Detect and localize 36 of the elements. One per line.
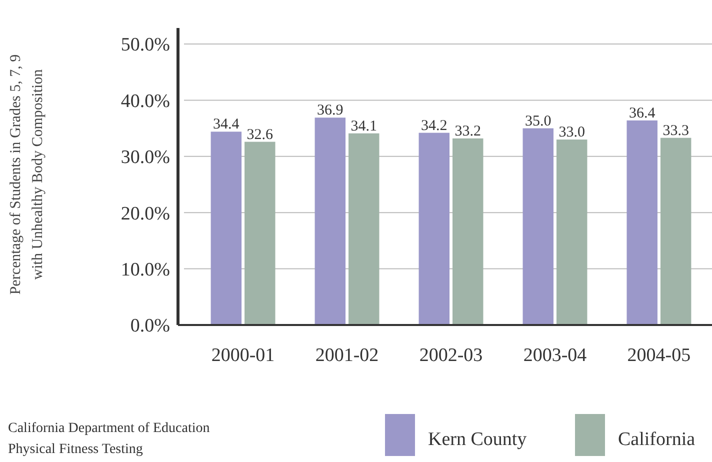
bar [556,140,588,325]
x-tick-label: 2001-02 [315,345,379,366]
bar [210,132,242,325]
data-label: 36.4 [628,105,656,122]
y-tick-label: 0.0% [130,316,170,337]
bar [418,132,450,325]
bar [626,120,658,325]
bar [314,118,346,325]
y-tick-label: 40.0% [120,90,170,112]
bar [660,138,692,325]
x-tick-label: 2004-05 [627,345,691,366]
data-label: 34.2 [421,118,448,134]
data-label: 36.9 [317,102,344,119]
data-label: 34.1 [350,118,378,134]
y-tick-label: 30.0% [120,147,170,168]
bar [452,138,484,325]
bar [522,128,554,325]
x-tick-label: 2000-01 [211,345,275,366]
bar [348,133,380,325]
data-label: 33.0 [558,124,585,141]
y-tick-label: 50.0% [120,34,170,56]
x-tick-label: 2002-03 [419,345,483,366]
y-axis-title: Percentage of Students in Grades 5, 7, 9 with Unhealthy Body Composition [8,54,46,295]
data-label: 32.6 [246,126,274,143]
legend-label: Kern County [428,429,528,450]
data-label: 35.0 [524,113,552,130]
data-label: 33.2 [454,123,481,140]
data-label: 33.3 [662,122,689,139]
y-tick-label: 20.0% [120,203,170,224]
x-tick-label: 2003-04 [523,345,588,366]
legend-label: California [618,429,696,450]
bar [244,142,276,325]
y-tick-label: 10.0% [120,259,170,280]
text: Physical Fitness Testing [8,442,143,457]
text: California Department of Education [8,421,210,436]
data-label: 34.4 [213,116,240,133]
